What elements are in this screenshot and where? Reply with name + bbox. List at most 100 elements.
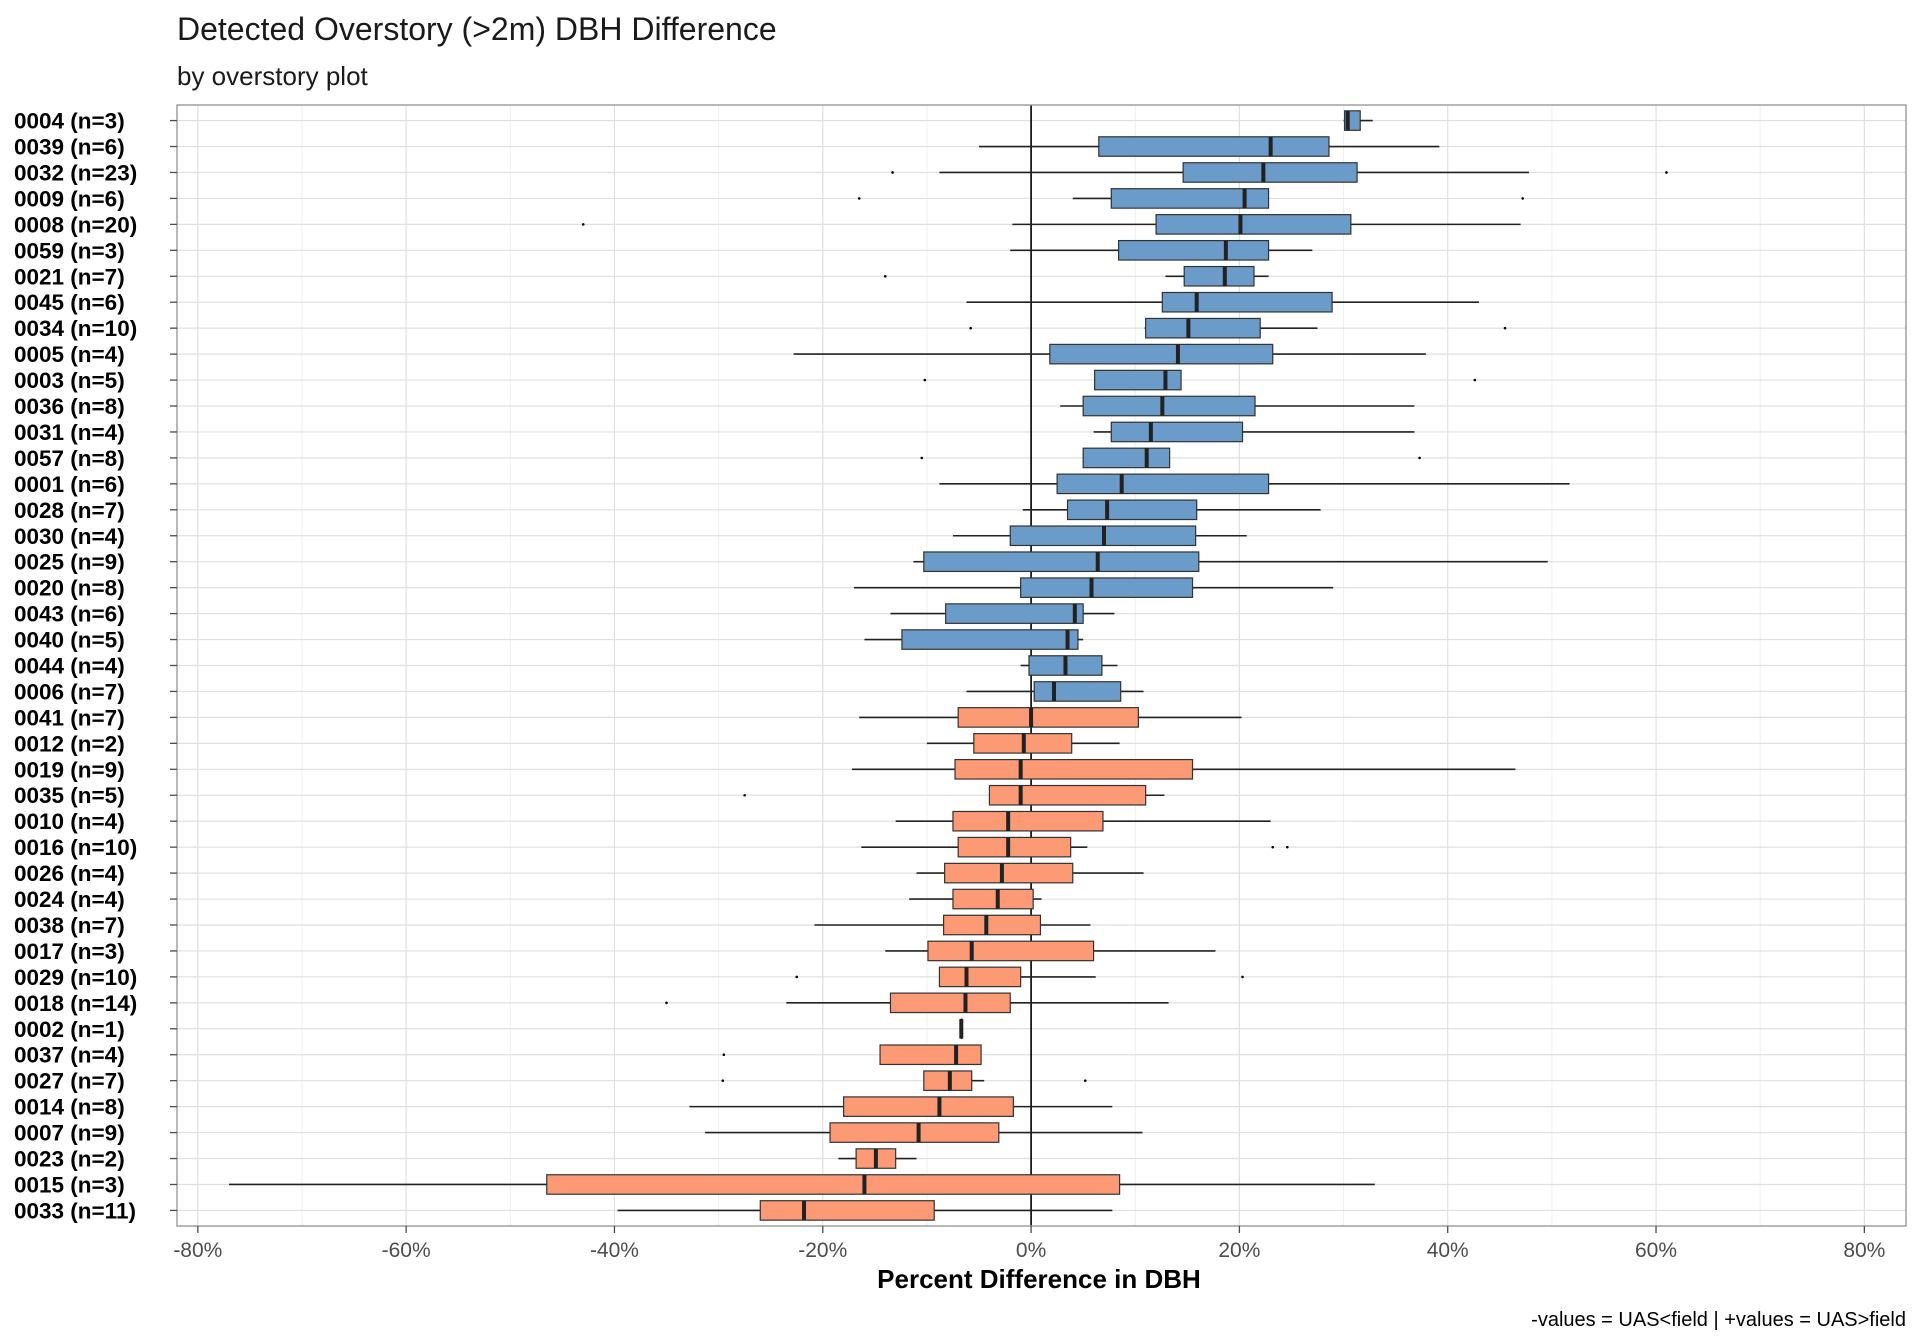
x-tick-label: -80% <box>173 1239 222 1262</box>
box-0015 <box>229 1174 1375 1195</box>
y-tick-label: 0012 (n=2) <box>14 731 125 756</box>
box-0031 <box>1093 421 1415 443</box>
box-iqr <box>759 1200 935 1221</box>
box-iqr <box>1020 577 1194 598</box>
outlier-point <box>795 975 799 979</box>
y-tick-label: 0020 (n=8) <box>14 576 125 601</box>
box-iqr <box>1110 188 1270 209</box>
box-0012 <box>926 733 1120 754</box>
box-0020 <box>854 577 1334 598</box>
box-0025 <box>913 551 1548 573</box>
outlier-point <box>883 274 887 278</box>
box-iqr <box>952 888 1034 910</box>
x-tick-label: -20% <box>798 1239 847 1262</box>
box-0005 <box>793 343 1426 365</box>
x-axis-label: Percent Difference in DBH <box>877 1264 1201 1294</box>
y-tick-label: 0038 (n=7) <box>14 913 125 938</box>
box-0044 <box>1020 655 1118 676</box>
box-0024 <box>909 888 1042 910</box>
box-iqr <box>988 784 1147 806</box>
y-tick-label: 0027 (n=7) <box>14 1069 125 1094</box>
y-tick-label: 0015 (n=3) <box>14 1172 125 1197</box>
box-0029 <box>795 966 1244 988</box>
y-tick-label: 0034 (n=10) <box>14 316 137 341</box>
box-iqr <box>1145 317 1261 339</box>
box-0057 <box>920 447 1421 469</box>
chart-title: Detected Overstory (>2m) DBH Difference <box>177 11 777 47</box>
y-tick-label: 0032 (n=23) <box>14 160 137 185</box>
box-iqr <box>829 1122 1000 1143</box>
y-tick-label: 0044 (n=4) <box>14 654 125 679</box>
x-tick-label: 60% <box>1635 1239 1677 1262</box>
box-0016 <box>861 836 1289 858</box>
y-tick-label: 0057 (n=8) <box>14 446 125 471</box>
outlier-point <box>969 326 972 330</box>
box-0040 <box>864 629 1084 650</box>
box-0019 <box>851 758 1516 780</box>
box-0043 <box>890 603 1115 624</box>
y-tick-label: 0010 (n=4) <box>14 809 125 834</box>
outlier-point <box>1473 378 1477 382</box>
x-tick-label: 0% <box>1016 1239 1046 1262</box>
box-0004 <box>1343 110 1373 131</box>
box-iqr <box>1033 681 1122 702</box>
box-iqr <box>954 758 1194 780</box>
x-tick-label: 20% <box>1218 1239 1260 1262</box>
y-tick-label: 0045 (n=6) <box>14 290 125 315</box>
box-0037 <box>722 1044 982 1066</box>
y-tick-label: 0009 (n=6) <box>14 186 125 211</box>
y-tick-label: 0040 (n=5) <box>14 628 125 653</box>
box-0021 <box>883 265 1269 287</box>
box-0003 <box>923 369 1477 391</box>
y-tick-label: 0016 (n=10) <box>14 835 137 860</box>
y-tick-label: 0001 (n=6) <box>14 472 125 497</box>
y-tick-label: 0018 (n=14) <box>14 991 137 1016</box>
box-0006 <box>966 681 1144 702</box>
box-iqr <box>1049 343 1274 365</box>
box-iqr <box>923 1070 973 1092</box>
x-tick-label: 80% <box>1843 1239 1885 1262</box>
y-tick-label: 0004 (n=3) <box>14 109 125 134</box>
outlier-point <box>920 456 924 460</box>
y-tick-label: 0021 (n=7) <box>14 264 125 289</box>
outlier-point <box>743 793 746 797</box>
box-iqr <box>942 914 1042 936</box>
outlier-point <box>1521 197 1525 200</box>
box-iqr <box>1066 499 1198 521</box>
outlier-point <box>1418 456 1421 460</box>
box-iqr <box>1182 162 1358 183</box>
outlier-point <box>857 197 861 200</box>
plot-area <box>176 104 1907 1227</box>
outlier-point <box>1286 845 1289 849</box>
outlier-point <box>581 223 585 226</box>
box-0010 <box>895 810 1271 832</box>
y-tick-label: 0014 (n=8) <box>14 1095 125 1120</box>
box-iqr <box>938 966 1022 988</box>
box-0032 <box>891 162 1668 183</box>
box-iqr <box>843 1096 1014 1117</box>
box-0001 <box>939 473 1570 495</box>
x-tick-label: -40% <box>590 1239 639 1262</box>
box-iqr <box>546 1174 1121 1195</box>
y-tick-label: 0025 (n=9) <box>14 550 125 575</box>
box-0017 <box>885 940 1216 962</box>
outlier-point <box>923 378 927 382</box>
outlier-point <box>1503 326 1507 330</box>
box-iqr <box>1183 265 1255 287</box>
outlier-point <box>1271 845 1275 849</box>
box-iqr <box>901 629 1079 650</box>
outlier-point <box>1665 171 1668 174</box>
box-iqr <box>1082 447 1171 469</box>
box-iqr <box>923 551 1200 573</box>
box-iqr <box>952 810 1104 832</box>
outlier-point <box>891 171 894 174</box>
box-0027 <box>721 1070 1087 1092</box>
y-tick-label: 0041 (n=7) <box>14 705 125 730</box>
box-iqr <box>1098 136 1330 157</box>
outlier-point <box>1083 1079 1087 1082</box>
box-iqr <box>1094 369 1182 391</box>
y-tick-label: 0043 (n=6) <box>14 602 125 627</box>
box-0035 <box>743 784 1165 806</box>
box-iqr <box>957 836 1072 858</box>
y-tick-label: 0026 (n=4) <box>14 861 125 886</box>
